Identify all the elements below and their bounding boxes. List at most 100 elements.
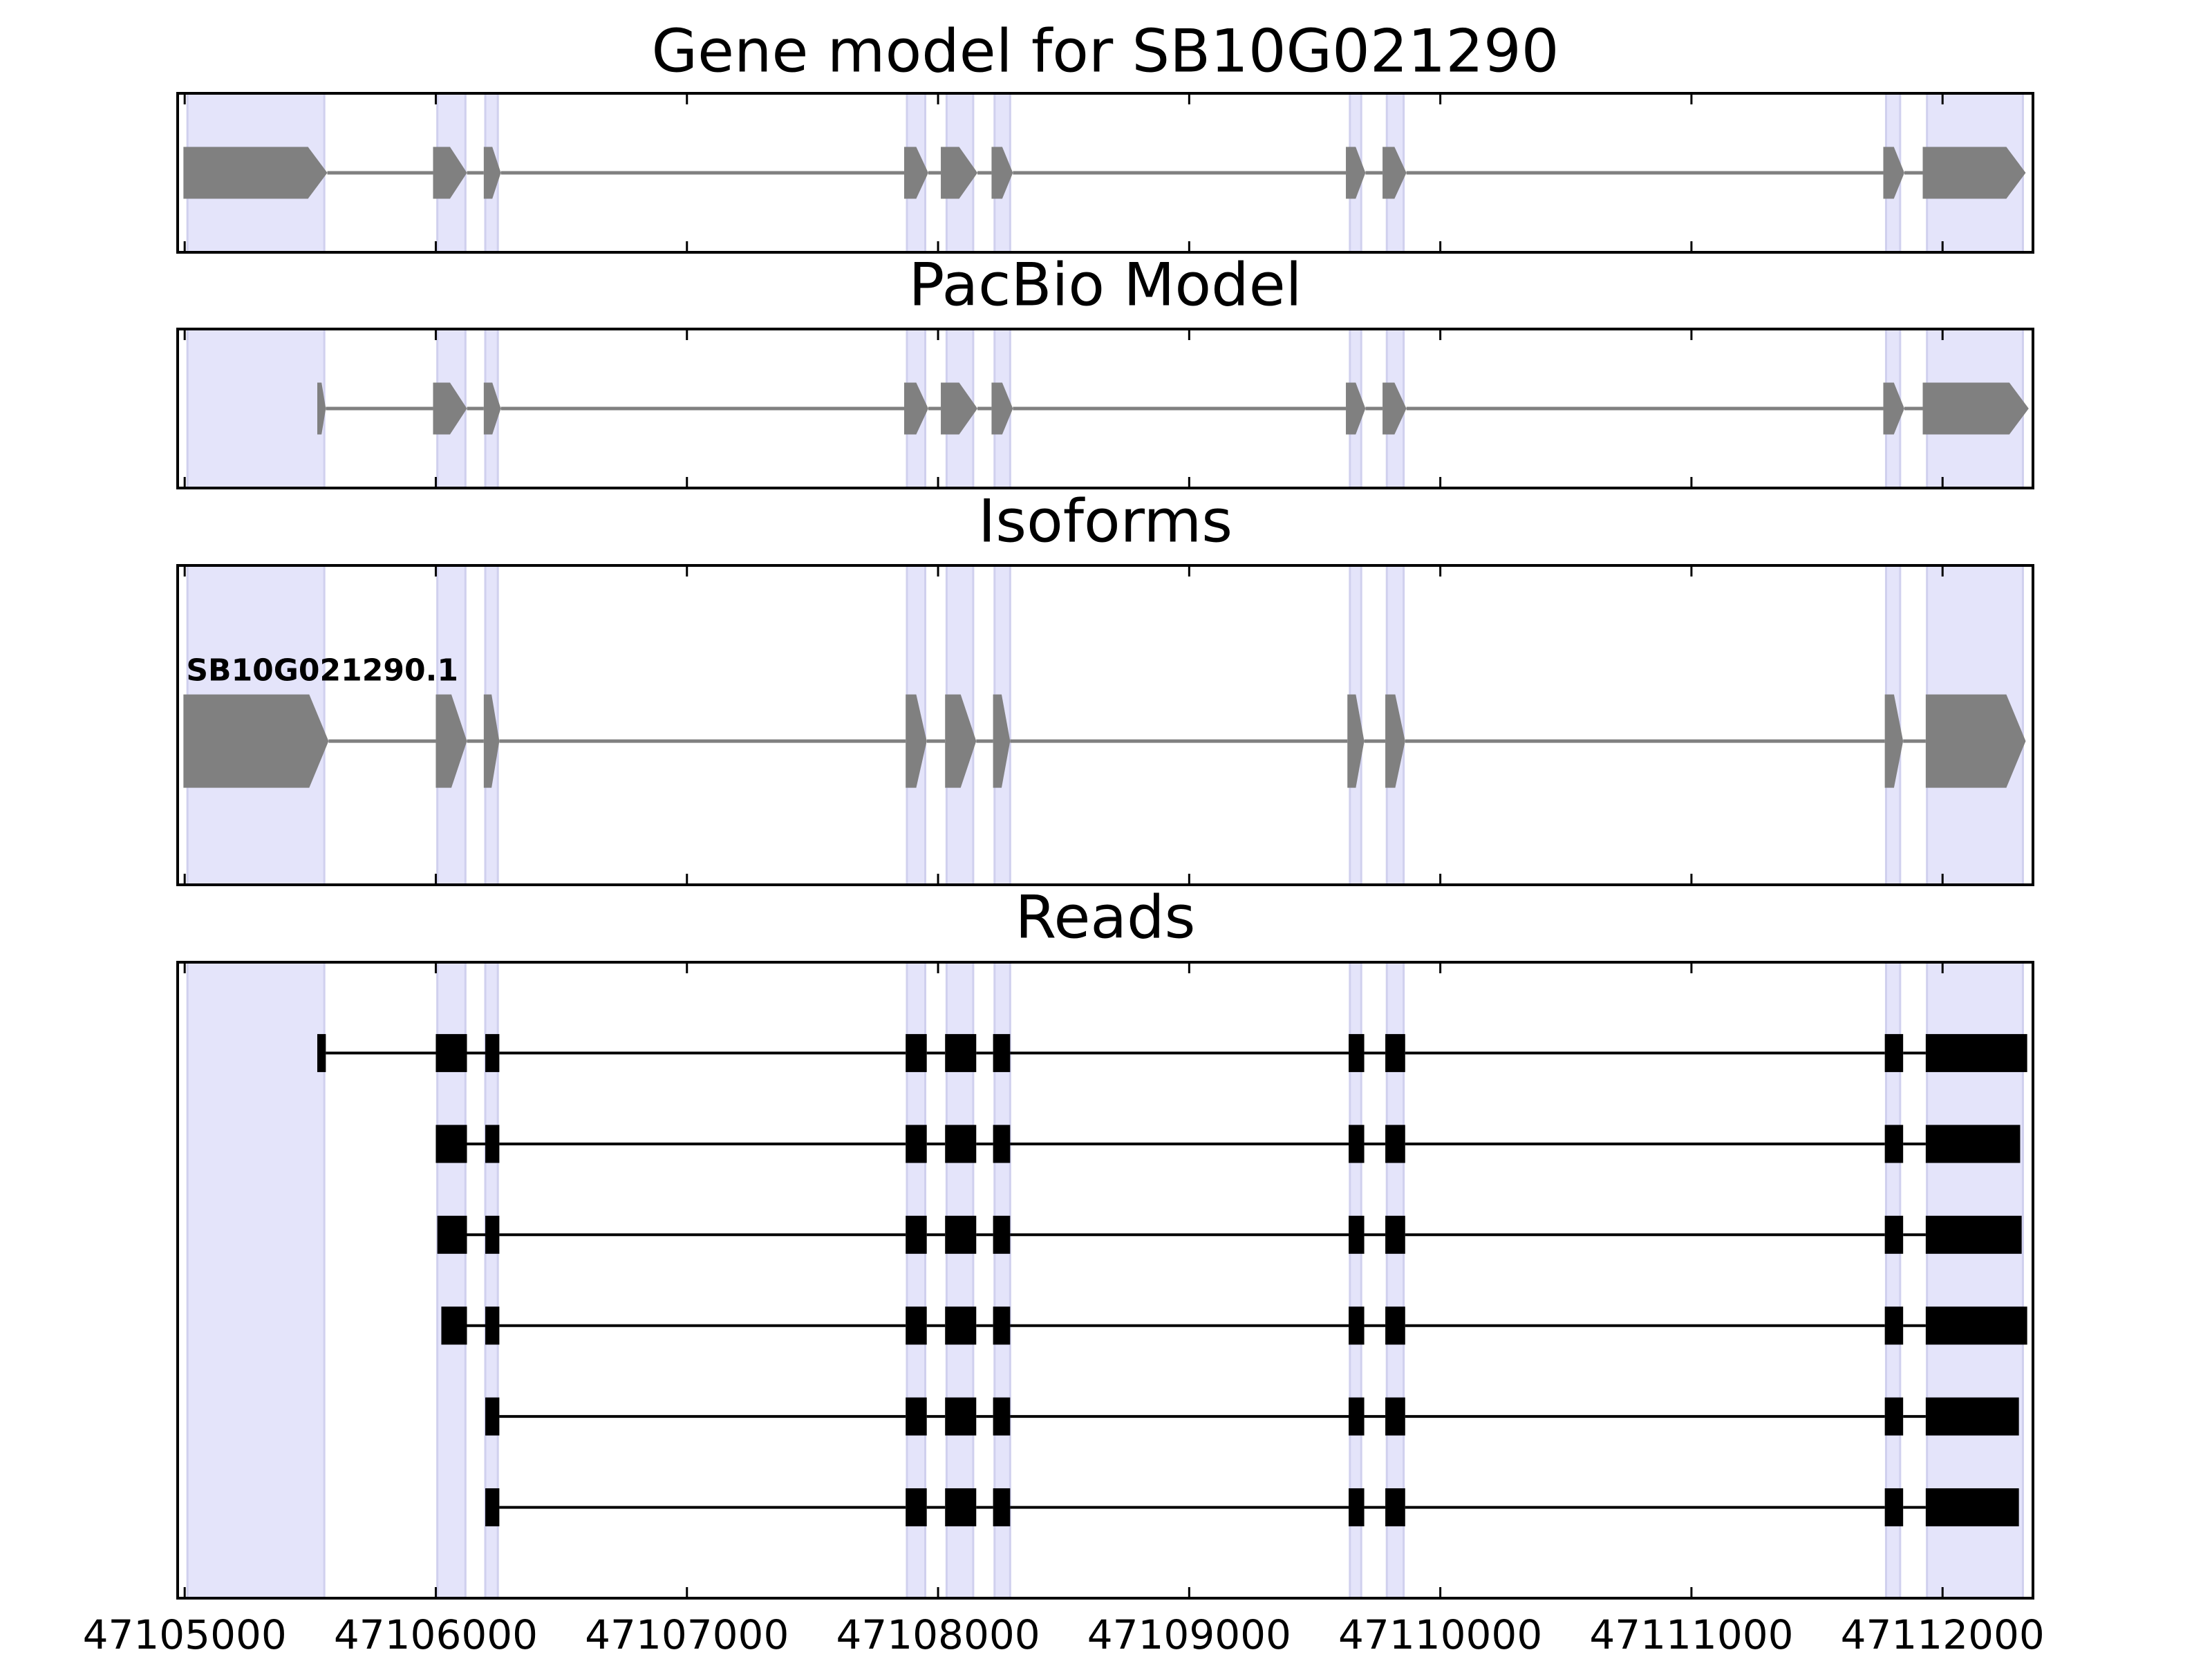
exon [433,147,467,199]
exon [991,147,1013,199]
exon [906,694,927,788]
exon [1922,382,2029,435]
exon [904,382,928,435]
exon [183,694,329,788]
exon [1925,1397,2019,1436]
exon [1925,694,2026,788]
exon [904,147,928,199]
exon [441,1306,467,1345]
x-tick-label: 47111000 [1589,1611,1793,1658]
exon [483,694,500,788]
exon [1883,382,1904,435]
exon [993,1215,1011,1254]
exon [1346,382,1366,435]
exon [941,382,978,435]
isoform-label: SB10G021290.1 [186,653,458,688]
exon [1925,1125,2021,1163]
exon [993,694,1011,788]
panel-title: Isoforms [978,487,1232,556]
exon [945,1033,977,1072]
exon [1925,1215,2022,1254]
exon [1385,1033,1405,1072]
exon [945,1125,977,1163]
exon [941,147,978,199]
exon [437,1215,467,1254]
exon [1349,1125,1365,1163]
exon [1347,694,1365,788]
exon [1346,147,1366,199]
exon [485,1215,500,1254]
exon [1385,1306,1405,1345]
exon [1382,382,1407,435]
exon [483,382,501,435]
panel-title: Gene model for SB10G021290 [652,17,1559,86]
exon [906,1033,927,1072]
exon [1884,1033,1904,1072]
exon [906,1125,927,1163]
exon [1349,1033,1365,1072]
exon [991,382,1013,435]
exon [1884,1488,1904,1527]
exon [1349,1397,1365,1436]
exon [1883,147,1904,199]
exon [1925,1306,2027,1345]
exon [485,1125,500,1163]
panel-title: PacBio Model [908,250,1302,319]
exon [1385,1125,1405,1163]
exon [1884,1125,1904,1163]
exon [1385,1215,1405,1254]
exon [906,1306,927,1345]
exon [993,1033,1011,1072]
exon [1884,1397,1904,1436]
exon [1349,1215,1365,1254]
exon [945,1397,977,1436]
exon [906,1397,927,1436]
panel-frame [176,564,2034,886]
exon [1385,694,1405,788]
exon [945,1306,977,1345]
exon [906,1215,927,1254]
exon [1884,1215,1904,1254]
exon [483,147,501,199]
highlight-region [186,961,326,1600]
exon [993,1397,1011,1436]
exon [435,1125,467,1163]
exon [1925,1033,2027,1072]
exon [1385,1488,1405,1527]
exon [1884,1306,1904,1345]
exon [485,1397,500,1436]
exon [945,1215,977,1254]
exon [485,1306,500,1345]
exon [945,1488,977,1527]
exon [485,1488,500,1527]
exon [435,694,467,788]
panel-frame [176,92,2034,254]
exon [317,382,326,435]
exon [906,1488,927,1527]
exon [1385,1397,1405,1436]
exon [485,1033,500,1072]
x-tick-label: 47105000 [83,1611,287,1658]
exon [1884,694,1904,788]
exon [183,147,328,199]
exon [1382,147,1407,199]
exon [433,382,467,435]
panel-frame [176,328,2034,489]
x-tick-label: 47109000 [1087,1611,1291,1658]
exon [1349,1488,1365,1527]
highlight-region [186,328,326,489]
exon [945,694,977,788]
panel-frame [176,961,2034,1600]
exon [1922,147,2026,199]
exon [1925,1488,2019,1527]
x-tick-label: 47107000 [585,1611,789,1658]
exon [993,1125,1011,1163]
x-tick-label: 47112000 [1841,1611,2045,1658]
exon [993,1488,1011,1527]
x-tick-label: 47106000 [334,1611,538,1658]
exon [435,1033,467,1072]
exon [993,1306,1011,1345]
x-tick-label: 47108000 [836,1611,1040,1658]
x-tick-label: 47110000 [1338,1611,1542,1658]
